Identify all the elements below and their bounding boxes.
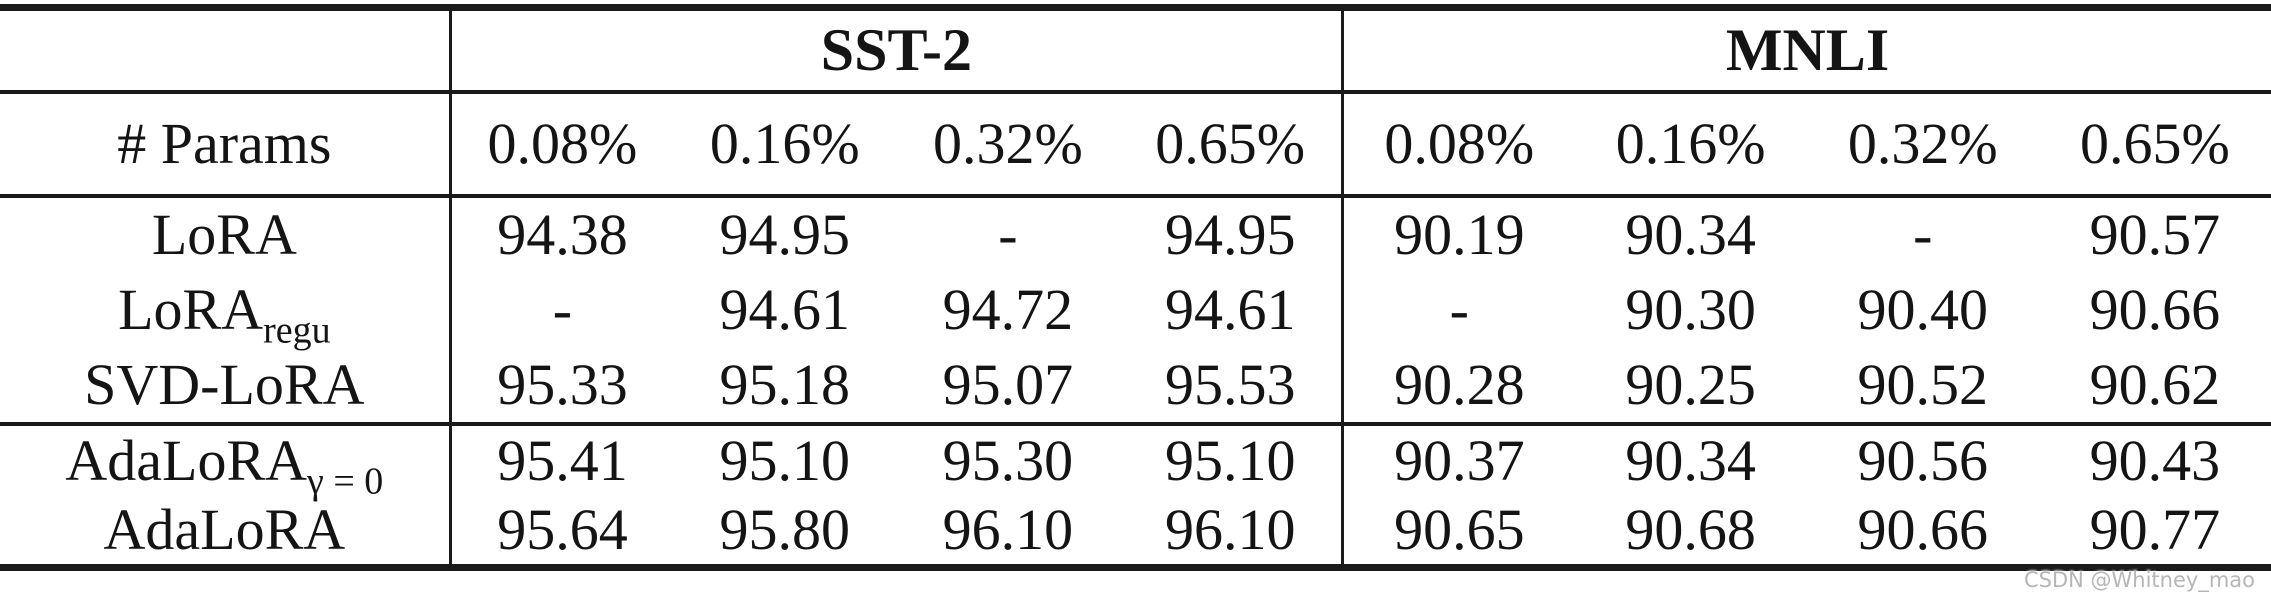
value-cell: 94.61 (719, 277, 851, 342)
value-cell: - (1913, 202, 1933, 267)
table-row-adalora-gamma0: AdaLoRAγ = 0 95.41 95.10 95.30 95.10 90.… (0, 421, 2271, 500)
value-cell: 90.34 (1625, 202, 1756, 267)
value-cell: 90.68 (1625, 497, 1756, 563)
value-cell: 95.10 (673, 421, 897, 496)
value-cell: 90.56 (1806, 421, 2039, 496)
params-mnli-col4: 0.65% (2038, 91, 2271, 198)
method-name: SVD-LoRA (84, 352, 365, 417)
value-cell: - (998, 202, 1018, 267)
value-cell: 94.95 (719, 202, 851, 267)
row-label-lora-regu: LoRAregu (0, 272, 450, 352)
value-cell: 90.40 (1857, 277, 1989, 342)
value-cell: 94.61 (1164, 277, 1296, 342)
row-label-adalora: AdaLoRA (0, 496, 450, 568)
method-subscript: regu (263, 309, 331, 352)
value-cell: 95.10 (1119, 421, 1343, 496)
value-cell: 95.18 (719, 352, 851, 417)
value-cell: 90.62 (2089, 352, 2221, 417)
value-cell: 94.38 (448, 195, 674, 272)
params-header-row: # Params 0.08% 0.16% 0.32% 0.65% 0.08% 0… (0, 91, 2271, 198)
value-cell: 90.65 (1341, 495, 1575, 568)
value-cell: 90.19 (1341, 195, 1575, 272)
watermark: CSDN @Whitney_mao (2023, 568, 2255, 592)
value-cell: 96.10 (1164, 497, 1296, 563)
value-cell: 90.34 (1574, 421, 1807, 496)
params-label: # Params (0, 91, 451, 198)
group-header-sst2: SST-2 (448, 7, 1343, 94)
value-cell: 95.30 (896, 421, 1120, 496)
params-sst2-col3: 0.32% (896, 91, 1120, 198)
row-label-svd-lora: SVD-LoRA (0, 348, 450, 424)
method-name: LoRA (118, 277, 264, 342)
results-table: SST-2 MNLI # Params 0.08% 0.16% 0.32% 0.… (0, 4, 2271, 571)
row-label-adalora-gamma0: AdaLoRAγ = 0 (0, 421, 451, 500)
group-header-mnli: MNLI (1341, 7, 2271, 94)
value-cell: 90.52 (1857, 352, 1989, 417)
params-sst2-col4: 0.65% (1119, 91, 1343, 198)
value-cell: 90.25 (1625, 352, 1756, 417)
table-row-lora-regu: LoRAregu - 94.61 94.72 94.61 - 90.30 90.… (0, 271, 2271, 352)
table-row-lora: LoRA 94.38 94.95 - 94.95 90.19 90.34 - 9… (0, 195, 2271, 272)
params-mnli-col1: 0.08% (1341, 91, 1575, 198)
value-cell: 95.33 (448, 347, 674, 424)
value-cell: 90.66 (2089, 277, 2221, 342)
value-cell: 90.43 (2038, 421, 2271, 496)
value-cell: 95.64 (448, 495, 674, 568)
params-mnli-col2: 0.16% (1574, 91, 1807, 198)
params-sst2-col1: 0.08% (448, 91, 674, 198)
value-cell: 95.07 (942, 352, 1074, 417)
group-header-row: SST-2 MNLI (0, 7, 2271, 94)
table-row-svd-lora: SVD-LoRA 95.33 95.18 95.07 95.53 90.28 9… (0, 347, 2271, 424)
params-sst2-col2: 0.16% (673, 91, 897, 198)
value-cell: 95.80 (719, 497, 851, 563)
table-row-adalora: AdaLoRA 95.64 95.80 96.10 96.10 90.65 90… (0, 495, 2271, 568)
value-cell: - (1341, 271, 1575, 348)
method-subscript: γ = 0 (307, 460, 384, 503)
method-name: AdaLoRA (65, 428, 308, 493)
value-cell: - (448, 271, 674, 348)
corner-cell (0, 7, 451, 94)
value-cell: 90.28 (1341, 347, 1575, 424)
value-cell: 95.41 (448, 421, 674, 496)
value-cell: 94.72 (942, 277, 1074, 342)
method-name: LoRA (151, 202, 297, 267)
row-label-lora: LoRA (0, 196, 450, 272)
value-cell: 96.10 (942, 497, 1074, 563)
value-cell: 90.77 (2089, 497, 2221, 563)
value-cell: 90.37 (1341, 421, 1575, 496)
params-mnli-col3: 0.32% (1806, 91, 2039, 198)
value-cell: 90.57 (2089, 202, 2221, 267)
value-cell: 90.30 (1625, 277, 1756, 342)
value-cell: 95.53 (1164, 352, 1296, 417)
value-cell: 94.95 (1164, 202, 1296, 267)
method-name: AdaLoRA (103, 497, 346, 563)
value-cell: 90.66 (1857, 497, 1989, 563)
